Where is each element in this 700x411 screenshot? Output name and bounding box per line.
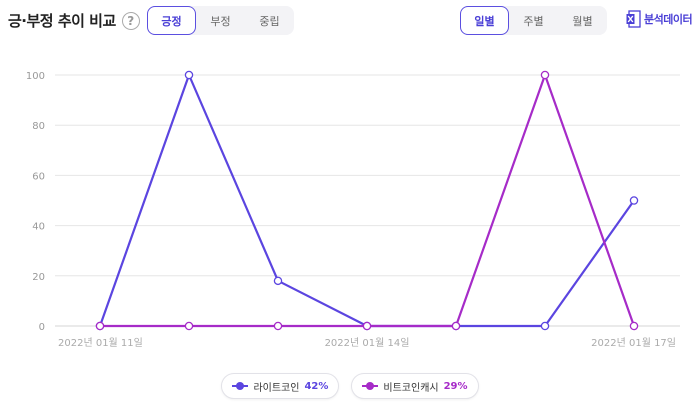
data-point (629, 196, 639, 205)
page-title: 긍·부정 추이 비교 (8, 12, 116, 30)
series-line-1 (98, 73, 635, 328)
data-point (184, 70, 194, 80)
excel-icon (626, 10, 641, 28)
legend-item-series-2[interactable]: 비트코인캐시 29% (351, 373, 479, 399)
sentiment-tab-group: 긍정 부정 중립 (147, 6, 294, 35)
legend-series-share: 29% (443, 380, 468, 392)
legend-marker (362, 381, 379, 391)
tab-weekly[interactable]: 주별 (523, 14, 544, 28)
y-tick-label: 40 (32, 222, 45, 233)
legend-marker (232, 381, 249, 391)
period-tab-group: 일별 주별 월별 (460, 6, 607, 35)
legend-series-share: 42% (304, 380, 329, 392)
x-tick-label: 2022년 01월 17일 (591, 337, 676, 349)
x-tick-label: 2022년 01월 11일 (58, 337, 143, 349)
chart-header: 긍·부정 추이 비교 ? (8, 10, 140, 31)
tab-positive[interactable]: 긍정 (147, 6, 196, 35)
legend-series-name: 라이트코인 (253, 382, 300, 394)
series-line-2 (100, 73, 636, 328)
data-point (362, 321, 372, 331)
chart-legend: 라이트코인 42% 비트코인캐시 29% (0, 373, 700, 399)
data-point (451, 321, 461, 331)
y-tick-label: 100 (26, 71, 45, 82)
x-tick-label: 2022년 01월 14일 (325, 337, 410, 349)
data-point (540, 321, 550, 331)
legend-series-name: 비트코인캐시 (383, 382, 439, 394)
data-point (540, 70, 550, 80)
data-point (95, 321, 105, 331)
data-point (273, 321, 283, 331)
tab-daily[interactable]: 일별 (460, 6, 509, 35)
data-point (184, 321, 194, 331)
y-tick-label: 60 (32, 171, 45, 182)
data-point (629, 321, 639, 331)
sentiment-trend-chart: 0 20 40 60 80 100 2022년 01월 11일 2022년 01월 14일 2… (26, 70, 680, 349)
tab-negative[interactable]: 부정 (210, 14, 231, 28)
y-tick-label: 20 (32, 272, 45, 283)
tab-neutral[interactable]: 중립 (259, 14, 280, 28)
analysis-data-button[interactable]: 분석데이터 (626, 10, 693, 28)
analysis-data-label: 분석데이터 (644, 13, 693, 26)
y-tick-label: 0 (39, 322, 45, 333)
data-point (273, 276, 283, 286)
question-circle-icon[interactable]: ? (121, 11, 140, 30)
legend-item-series-1[interactable]: 라이트코인 42% (221, 373, 340, 399)
y-tick-label: 80 (32, 121, 45, 132)
tab-monthly[interactable]: 월별 (572, 14, 593, 28)
